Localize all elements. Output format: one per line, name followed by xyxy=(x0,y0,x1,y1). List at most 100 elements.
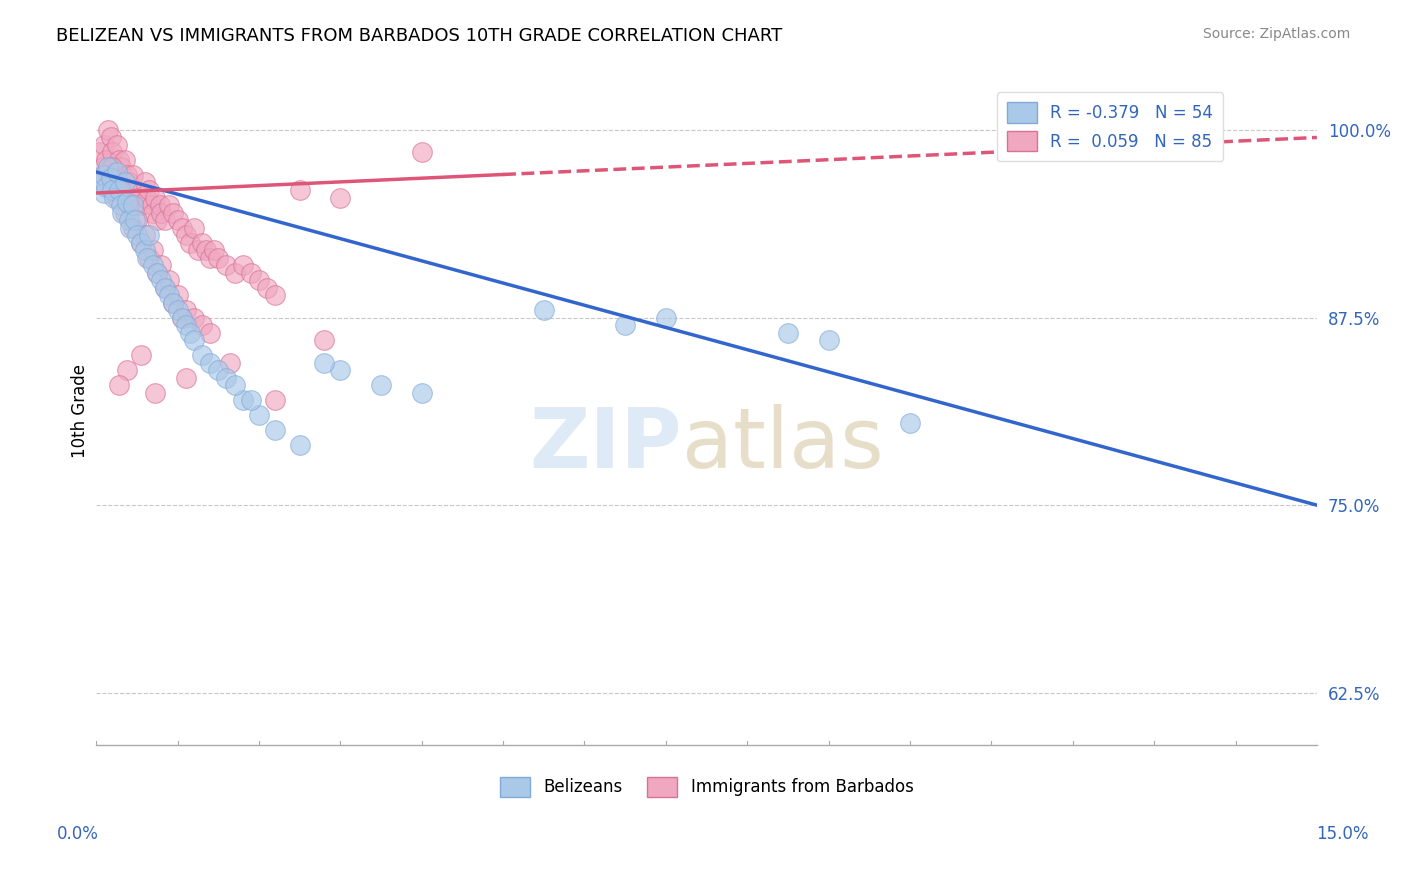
Point xyxy=(224,378,246,392)
Point xyxy=(110,161,132,175)
Point xyxy=(288,438,311,452)
Point xyxy=(114,205,136,219)
Point xyxy=(179,326,201,340)
Point xyxy=(187,243,209,257)
Point xyxy=(110,183,132,197)
Point xyxy=(224,266,246,280)
Point xyxy=(89,145,111,160)
Point xyxy=(159,273,181,287)
Point xyxy=(118,198,141,212)
Point xyxy=(121,220,143,235)
Point xyxy=(614,318,637,332)
Point xyxy=(411,385,433,400)
Point xyxy=(183,220,205,235)
Point xyxy=(817,333,839,347)
Point xyxy=(411,145,433,160)
Point xyxy=(232,258,254,272)
Point xyxy=(138,227,160,242)
Point xyxy=(370,378,392,392)
Point xyxy=(215,258,238,272)
Point xyxy=(162,295,184,310)
Point xyxy=(94,180,117,194)
Point xyxy=(110,198,132,212)
Point xyxy=(256,280,278,294)
Point xyxy=(114,176,136,190)
Point xyxy=(105,190,128,204)
Point xyxy=(100,130,122,145)
Point xyxy=(120,190,142,204)
Point xyxy=(312,333,335,347)
Point xyxy=(195,243,218,257)
Point xyxy=(264,393,287,408)
Point xyxy=(108,378,131,392)
Point xyxy=(115,194,138,209)
Point xyxy=(898,416,921,430)
Point xyxy=(174,370,197,384)
Point xyxy=(198,251,221,265)
Point xyxy=(121,168,143,182)
Point xyxy=(142,258,165,272)
Point xyxy=(111,205,134,219)
Point xyxy=(655,310,678,325)
Point xyxy=(150,273,173,287)
Point xyxy=(142,243,165,257)
Point xyxy=(174,318,197,332)
Point xyxy=(134,176,156,190)
Point xyxy=(166,288,188,302)
Text: Source: ZipAtlas.com: Source: ZipAtlas.com xyxy=(1202,27,1350,41)
Point xyxy=(776,326,799,340)
Point xyxy=(105,165,128,179)
Point xyxy=(174,303,197,318)
Point xyxy=(155,280,177,294)
Point xyxy=(97,176,120,190)
Point xyxy=(159,288,181,302)
Point xyxy=(138,251,160,265)
Point xyxy=(159,198,181,212)
Point xyxy=(97,161,120,175)
Point xyxy=(150,258,173,272)
Point xyxy=(129,348,152,362)
Point xyxy=(149,198,172,212)
Point xyxy=(142,205,165,219)
Point xyxy=(111,176,134,190)
Point xyxy=(150,205,173,219)
Point xyxy=(93,138,115,153)
Point xyxy=(215,370,238,384)
Point xyxy=(124,183,146,197)
Point xyxy=(143,190,166,204)
Point xyxy=(247,273,270,287)
Point xyxy=(170,310,193,325)
Point xyxy=(115,363,138,377)
Point xyxy=(115,168,138,182)
Point xyxy=(239,266,262,280)
Point xyxy=(121,198,143,212)
Point xyxy=(146,266,169,280)
Point xyxy=(312,355,335,369)
Point xyxy=(114,153,136,167)
Point xyxy=(138,183,160,197)
Point xyxy=(219,355,242,369)
Point xyxy=(129,198,152,212)
Point xyxy=(89,176,111,190)
Point xyxy=(232,393,254,408)
Point xyxy=(191,318,214,332)
Point xyxy=(103,168,125,182)
Point xyxy=(207,363,229,377)
Point xyxy=(170,310,193,325)
Point xyxy=(288,183,311,197)
Point xyxy=(170,220,193,235)
Point xyxy=(93,168,115,182)
Point xyxy=(118,213,141,227)
Point xyxy=(183,333,205,347)
Point xyxy=(125,190,148,204)
Point xyxy=(93,186,115,200)
Point xyxy=(134,227,156,242)
Point xyxy=(191,235,214,250)
Point xyxy=(129,235,152,250)
Point xyxy=(329,363,352,377)
Point xyxy=(198,326,221,340)
Point xyxy=(100,171,122,186)
Text: 15.0%: 15.0% xyxy=(1316,825,1369,843)
Point xyxy=(155,280,177,294)
Point xyxy=(183,310,205,325)
